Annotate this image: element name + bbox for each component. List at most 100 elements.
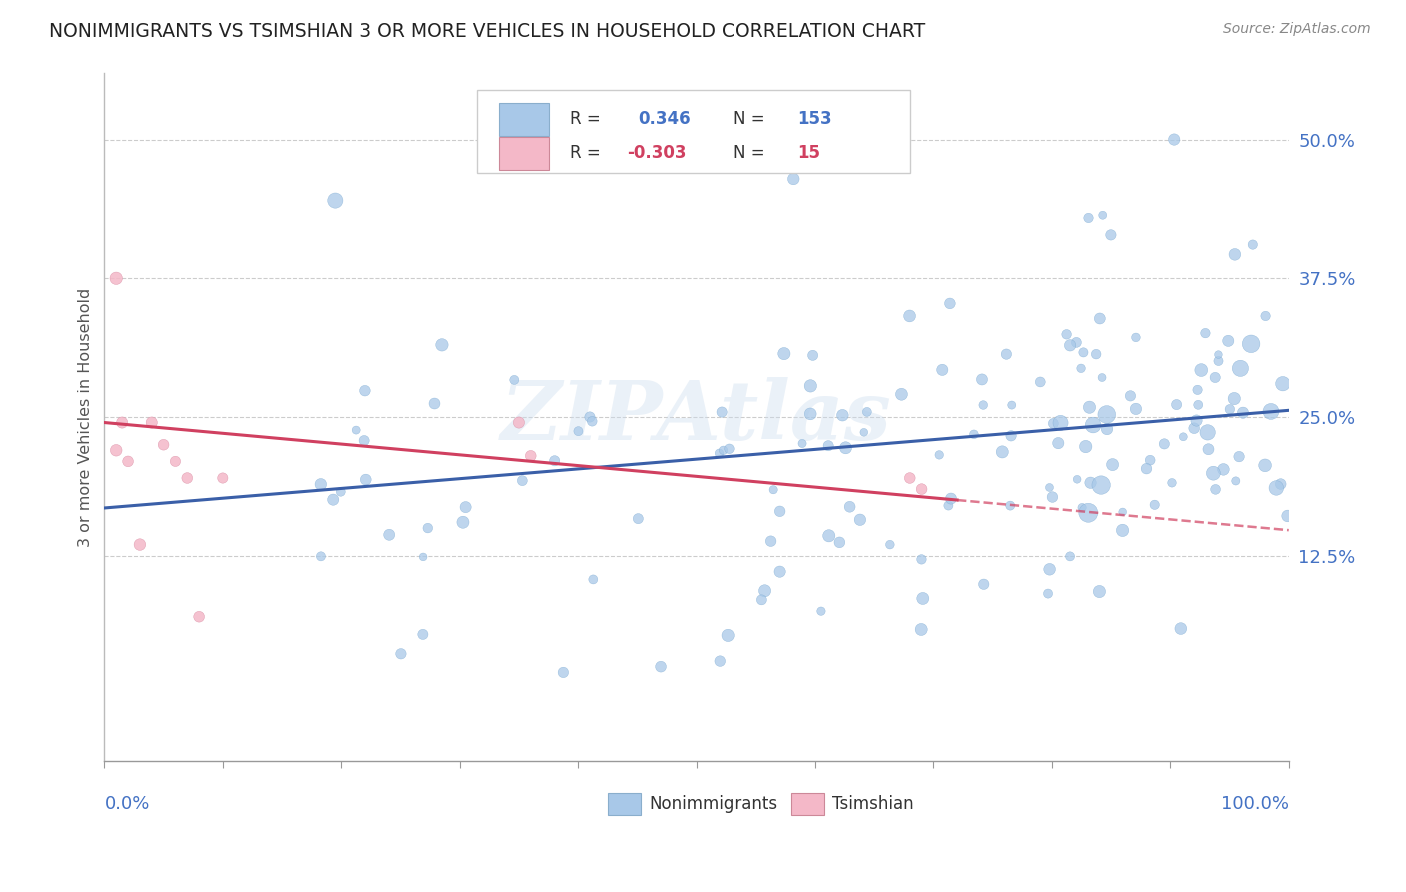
Point: [1227, 450, 1250, 464]
Point: [519, 449, 541, 463]
Point: [1218, 334, 1240, 348]
Point: [512, 474, 534, 488]
Point: [430, 338, 453, 352]
Point: [939, 491, 962, 506]
Point: [579, 409, 602, 424]
Point: [1187, 398, 1209, 412]
Text: NONIMMIGRANTS VS TSIMSHIAN 3 OR MORE VEHICLES IN HOUSEHOLD CORRELATION CHART: NONIMMIGRANTS VS TSIMSHIAN 3 OR MORE VEH…: [49, 22, 925, 41]
Point: [879, 538, 901, 552]
Point: [1208, 354, 1230, 368]
Point: [1163, 132, 1185, 146]
Point: [1091, 370, 1114, 384]
Point: [389, 647, 412, 661]
Point: [1153, 437, 1175, 451]
Point: [1223, 247, 1246, 261]
Point: [1066, 335, 1088, 350]
Point: [1085, 347, 1108, 361]
Point: [973, 577, 995, 591]
Point: [1170, 622, 1192, 636]
Point: [553, 665, 575, 680]
Point: [1101, 458, 1123, 472]
Point: [165, 454, 187, 468]
Point: [718, 442, 741, 456]
Point: [1099, 227, 1122, 242]
Point: [856, 405, 879, 419]
Point: [152, 438, 174, 452]
Point: [354, 384, 377, 398]
Point: [354, 473, 377, 487]
Point: [1059, 338, 1081, 352]
Point: [717, 628, 740, 642]
Point: [117, 454, 139, 468]
Point: [1139, 453, 1161, 467]
Point: [423, 396, 446, 410]
Point: [1189, 363, 1212, 377]
Point: [1240, 336, 1263, 351]
Text: Source: ZipAtlas.com: Source: ZipAtlas.com: [1223, 22, 1371, 37]
Point: [1077, 211, 1099, 225]
Point: [581, 414, 603, 428]
Point: [1225, 474, 1247, 488]
Point: [105, 443, 128, 458]
Point: [1271, 376, 1294, 391]
Text: 15: 15: [797, 145, 820, 162]
Point: [1197, 425, 1219, 440]
Point: [799, 407, 821, 421]
Point: [849, 513, 872, 527]
Point: [828, 535, 851, 549]
Point: [1135, 461, 1157, 475]
Text: R =: R =: [569, 110, 600, 128]
Point: [751, 592, 773, 607]
Point: [1212, 462, 1234, 476]
Point: [1066, 472, 1088, 486]
Point: [412, 627, 434, 641]
FancyBboxPatch shape: [499, 103, 548, 136]
Point: [970, 372, 993, 386]
Point: [1000, 429, 1022, 443]
Point: [1229, 361, 1251, 376]
Point: [817, 439, 839, 453]
Point: [910, 552, 932, 566]
Point: [416, 521, 439, 535]
Point: [1173, 430, 1195, 444]
Point: [1059, 549, 1081, 564]
Point: [1198, 442, 1220, 457]
Point: [1187, 383, 1209, 397]
Point: [769, 504, 792, 518]
Point: [782, 172, 804, 186]
Point: [799, 379, 821, 393]
Point: [898, 471, 921, 485]
Point: [1182, 421, 1205, 435]
Point: [1071, 500, 1094, 515]
Point: [938, 499, 960, 513]
Point: [1070, 361, 1092, 376]
Point: [773, 346, 796, 360]
Point: [1049, 416, 1071, 430]
Point: [111, 416, 134, 430]
Point: [711, 405, 734, 419]
Point: [713, 443, 735, 458]
Text: R =: R =: [569, 145, 600, 162]
Point: [454, 500, 477, 515]
Point: [1073, 345, 1095, 359]
Point: [1080, 475, 1102, 490]
Point: [790, 436, 813, 450]
Point: [1219, 402, 1241, 417]
Point: [817, 529, 839, 543]
Point: [1260, 404, 1282, 418]
Point: [759, 534, 782, 549]
Point: [309, 477, 332, 491]
Point: [810, 604, 832, 618]
Point: [963, 427, 986, 442]
Point: [105, 271, 128, 285]
Point: [995, 347, 1018, 361]
Point: [1077, 506, 1099, 520]
Point: [1047, 436, 1070, 450]
Point: [1056, 327, 1078, 342]
Point: [322, 492, 344, 507]
Point: [1111, 505, 1133, 519]
Point: [1125, 401, 1147, 416]
Point: [1001, 398, 1024, 412]
Point: [412, 549, 434, 564]
Point: [1119, 389, 1142, 403]
